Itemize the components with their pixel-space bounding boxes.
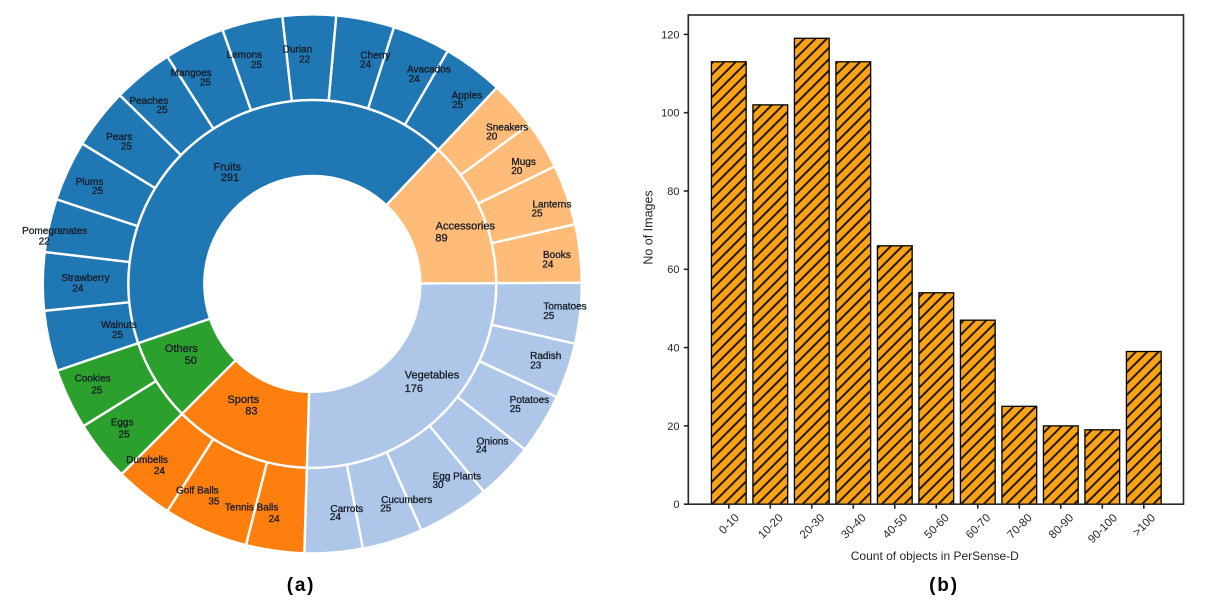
svg-text:Egg Plants: Egg Plants [433, 472, 481, 483]
svg-text:Walnuts: Walnuts [101, 320, 137, 331]
svg-text:Pomegranates: Pomegranates [22, 226, 87, 237]
svg-text:25: 25 [200, 78, 212, 89]
svg-text:No of Images: No of Images [642, 190, 656, 264]
svg-text:Apples: Apples [452, 91, 483, 102]
svg-text:89: 89 [435, 233, 447, 245]
svg-text:Avacados: Avacados [407, 65, 451, 76]
svg-text:40: 40 [667, 343, 679, 355]
svg-text:Mangoes: Mangoes [171, 68, 212, 79]
svg-text:24: 24 [154, 466, 166, 477]
svg-text:Sports: Sports [227, 394, 259, 406]
svg-text:Radish: Radish [530, 351, 561, 362]
svg-text:25: 25 [251, 60, 263, 71]
svg-text:Count of objects in PerSense-D: Count of objects in PerSense-D [851, 549, 1019, 563]
svg-text:Tennis Balls: Tennis Balls [225, 503, 278, 514]
svg-text:176: 176 [405, 383, 423, 395]
svg-text:25: 25 [157, 105, 169, 116]
svg-text:Peaches: Peaches [129, 96, 168, 107]
svg-text:Cookies: Cookies [75, 373, 111, 384]
svg-text:Onions: Onions [477, 436, 509, 447]
svg-text:25: 25 [531, 209, 543, 220]
svg-text:Sneakers: Sneakers [486, 122, 528, 133]
svg-text:83: 83 [245, 405, 257, 417]
svg-text:25: 25 [510, 404, 522, 415]
svg-text:20: 20 [667, 421, 679, 433]
svg-text:Vegetables: Vegetables [405, 369, 460, 381]
svg-text:291: 291 [221, 172, 239, 184]
svg-text:24: 24 [542, 260, 554, 271]
svg-text:25: 25 [91, 386, 103, 397]
svg-text:24: 24 [72, 284, 84, 295]
svg-text:Golf Balls: Golf Balls [176, 486, 219, 497]
svg-text:20: 20 [486, 132, 498, 143]
svg-text:Books: Books [543, 250, 571, 261]
svg-text:80: 80 [667, 186, 679, 198]
svg-text:Eggs: Eggs [111, 417, 134, 428]
svg-text:Strawberry: Strawberry [61, 273, 109, 284]
svg-text:25: 25 [92, 186, 104, 197]
svg-text:Plums: Plums [76, 177, 104, 188]
svg-text:100: 100 [661, 108, 679, 120]
svg-text:Cherry: Cherry [360, 51, 390, 62]
svg-text:25: 25 [121, 142, 133, 153]
svg-text:Tomatoes: Tomatoes [543, 301, 586, 312]
svg-text:30: 30 [432, 480, 444, 491]
svg-text:Durian: Durian [283, 44, 312, 55]
svg-text:(b): (b) [929, 575, 959, 596]
svg-text:Lemons: Lemons [227, 50, 263, 61]
svg-text:Lanterns: Lanterns [532, 200, 571, 211]
svg-text:Potatoes: Potatoes [510, 395, 549, 406]
svg-text:Fruits: Fruits [214, 162, 242, 174]
svg-text:(a): (a) [287, 575, 316, 596]
svg-text:50: 50 [185, 355, 197, 367]
svg-text:20: 20 [511, 166, 523, 177]
svg-text:60: 60 [667, 264, 679, 276]
svg-text:0: 0 [673, 499, 679, 511]
svg-text:22: 22 [39, 236, 51, 247]
svg-text:35: 35 [208, 497, 220, 508]
svg-text:Dumbells: Dumbells [126, 455, 168, 466]
svg-text:Others: Others [165, 343, 199, 355]
svg-text:24: 24 [360, 59, 372, 70]
svg-text:Accessories: Accessories [436, 221, 496, 233]
svg-text:24: 24 [409, 74, 421, 85]
svg-text:Cucumbers: Cucumbers [381, 495, 432, 506]
svg-text:120: 120 [661, 29, 679, 41]
svg-text:23: 23 [530, 360, 542, 371]
svg-text:Mugs: Mugs [511, 157, 535, 168]
svg-text:25: 25 [112, 330, 124, 341]
svg-text:25: 25 [543, 311, 555, 322]
svg-text:22: 22 [299, 54, 311, 65]
svg-text:25: 25 [452, 100, 464, 111]
svg-text:Pears: Pears [106, 132, 132, 143]
svg-text:Carrots: Carrots [330, 504, 363, 515]
svg-text:25: 25 [119, 430, 131, 441]
svg-text:24: 24 [476, 445, 488, 456]
svg-text:24: 24 [269, 514, 281, 525]
svg-text:25: 25 [380, 503, 392, 514]
svg-text:24: 24 [330, 512, 342, 523]
